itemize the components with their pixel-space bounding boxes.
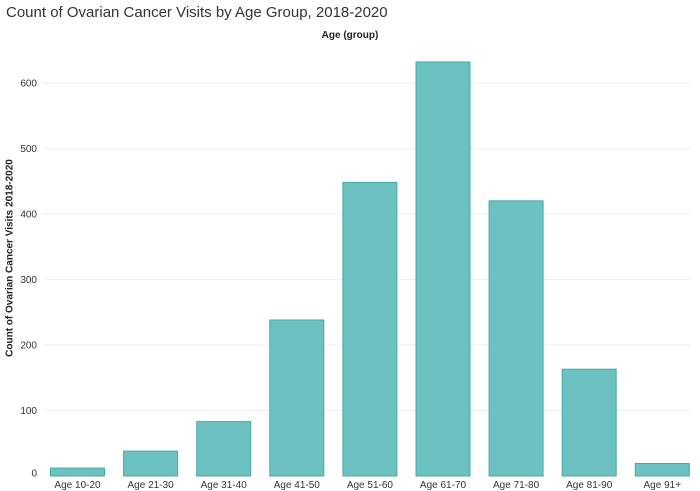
y-tick-label: 400 — [20, 209, 37, 220]
x-tick-label: Age 10-20 — [54, 480, 101, 491]
bar-age-31-40[interactable] — [196, 421, 252, 477]
y-tick-label: 300 — [20, 275, 37, 286]
bar-age-61-70[interactable] — [415, 61, 471, 477]
bar-age-21-30[interactable] — [123, 450, 179, 477]
x-tick-label: Age 61-70 — [420, 480, 467, 491]
bar-age-51-60[interactable] — [342, 181, 398, 477]
y-tick-label: 0 — [31, 469, 37, 480]
y-tick-label: 200 — [20, 340, 37, 351]
y-tick-label: 500 — [20, 144, 37, 155]
x-tick-label: Age 21-30 — [128, 480, 175, 491]
x-tick-label: Age 41-50 — [274, 480, 321, 491]
bar-age-91[interactable] — [634, 463, 690, 477]
chart-title: Count of Ovarian Cancer Visits by Age Gr… — [6, 4, 388, 21]
x-tick-label: Age 51-60 — [347, 480, 394, 491]
x-axis-label: Age (group) — [321, 30, 379, 41]
bar-age-41-50[interactable] — [269, 319, 325, 477]
x-tick-label: Age 81-90 — [566, 480, 613, 491]
y-tick-label: 100 — [20, 406, 37, 417]
y-tick-label: 600 — [20, 78, 37, 89]
bar-age-71-80[interactable] — [488, 200, 544, 477]
bar-age-10-20[interactable] — [50, 467, 105, 477]
x-tick-label: Age 91+ — [644, 480, 682, 491]
x-tick-label: Age 71-80 — [493, 480, 540, 491]
x-tick-label: Age 31-40 — [201, 480, 248, 491]
bar-age-81-90[interactable] — [561, 368, 617, 477]
